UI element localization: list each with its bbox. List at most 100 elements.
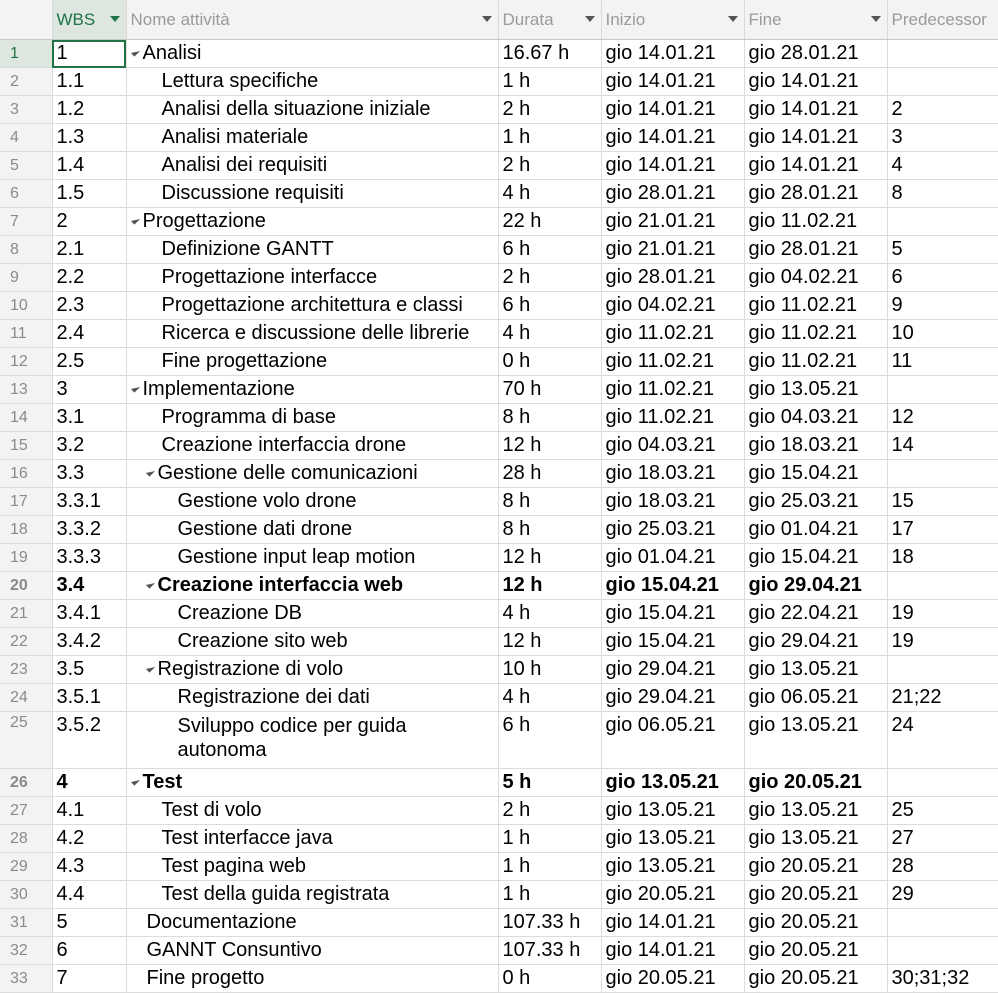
duration-cell[interactable]: 1 h [498,852,602,881]
finish-cell[interactable]: gio 14.01.21 [744,151,888,180]
finish-cell[interactable]: gio 15.04.21 [744,459,888,488]
task-name-cell[interactable]: Test di volo [126,796,499,825]
row-number[interactable]: 11 [0,319,53,348]
table-row[interactable]: 22 3.4.2 Creazione sito web 12 h gio 15.04.2… [0,627,998,656]
task-name-cell[interactable]: Sviluppo codice per guida autonoma [126,711,499,769]
column-header-finish[interactable]: Fine [744,0,888,40]
row-number[interactable]: 31 [0,908,53,937]
table-row[interactable]: 25 3.5.2 Sviluppo codice per guida autonom… [0,711,998,769]
row-number[interactable]: 16 [0,459,53,488]
start-cell[interactable]: gio 18.03.21 [601,459,745,488]
duration-cell[interactable]: 2 h [498,263,602,292]
start-cell[interactable]: gio 25.03.21 [601,515,745,544]
wbs-cell[interactable]: 3.3 [52,459,127,488]
start-cell[interactable]: gio 21.01.21 [601,235,745,264]
predecessors-cell[interactable]: 10 [887,319,998,348]
finish-cell[interactable]: gio 11.02.21 [744,207,888,236]
row-number[interactable]: 7 [0,207,53,236]
finish-cell[interactable]: gio 29.04.21 [744,571,888,600]
task-name-cell[interactable]: Gestione dati drone [126,515,499,544]
collapse-triangle-icon[interactable] [145,663,155,673]
wbs-cell[interactable]: 6 [52,936,127,965]
duration-cell[interactable]: 4 h [498,683,602,712]
table-row[interactable]: 9 2.2 Progettazione interfacce 2 h gio 28.01… [0,263,998,292]
wbs-cell[interactable]: 1.5 [52,179,127,208]
table-row[interactable]: 20 3.4 Creazione interfaccia web 12 h gio 15… [0,571,998,600]
wbs-cell[interactable]: 2.1 [52,235,127,264]
finish-cell[interactable]: gio 04.03.21 [744,403,888,432]
finish-cell[interactable]: gio 13.05.21 [744,824,888,853]
start-cell[interactable]: gio 18.03.21 [601,487,745,516]
finish-cell[interactable]: gio 28.01.21 [744,235,888,264]
finish-cell[interactable]: gio 13.05.21 [744,375,888,404]
predecessors-cell[interactable]: 11 [887,347,998,376]
row-number[interactable]: 9 [0,263,53,292]
row-number[interactable]: 29 [0,852,53,881]
table-row[interactable]: 33 7 Fine progetto 0 h gio 20.05.21 gio 20.05… [0,964,998,993]
table-row[interactable]: 13 3 Implementazione 70 h gio 11.02.21 gio 13… [0,375,998,404]
finish-cell[interactable]: gio 22.04.21 [744,599,888,628]
wbs-cell[interactable]: 3 [52,375,127,404]
wbs-cell[interactable]: 1.1 [52,67,127,96]
predecessors-cell[interactable]: 29 [887,880,998,909]
column-header-name[interactable]: Nome attività [126,0,499,40]
column-header-start[interactable]: Inizio [601,0,745,40]
collapse-triangle-icon[interactable] [130,776,140,786]
task-name-cell[interactable]: Creazione interfaccia drone [126,431,499,460]
row-number[interactable]: 24 [0,683,53,712]
task-name-cell[interactable]: Ricerca e discussione delle librerie [126,319,499,348]
task-name-cell[interactable]: Registrazione di volo [126,655,499,684]
predecessors-cell[interactable]: 6 [887,263,998,292]
predecessors-cell[interactable] [887,67,998,96]
task-name-cell[interactable]: Creazione interfaccia web [126,571,499,600]
start-cell[interactable]: gio 01.04.21 [601,543,745,572]
task-name-cell[interactable]: Documentazione [126,908,499,937]
finish-cell[interactable]: gio 13.05.21 [744,655,888,684]
task-name-cell[interactable]: Analisi dei requisiti [126,151,499,180]
predecessors-cell[interactable] [887,375,998,404]
dropdown-arrow-icon[interactable] [481,16,492,22]
row-number[interactable]: 13 [0,375,53,404]
finish-cell[interactable]: gio 20.05.21 [744,768,888,797]
predecessors-cell[interactable]: 19 [887,627,998,656]
finish-cell[interactable]: gio 01.04.21 [744,515,888,544]
start-cell[interactable]: gio 15.04.21 [601,627,745,656]
start-cell[interactable]: gio 04.03.21 [601,431,745,460]
table-row[interactable]: 16 3.3 Gestione delle comunicazioni 28 h gio… [0,459,998,488]
row-number[interactable]: 25 [0,711,53,769]
duration-cell[interactable]: 8 h [498,403,602,432]
duration-cell[interactable]: 1 h [498,123,602,152]
predecessors-cell[interactable]: 25 [887,796,998,825]
dropdown-arrow-icon[interactable] [727,16,738,22]
table-row[interactable]: 17 3.3.1 Gestione volo drone 8 h gio 18.03.2… [0,487,998,516]
wbs-cell[interactable]: 4.3 [52,852,127,881]
predecessors-cell[interactable]: 21;22 [887,683,998,712]
wbs-cell[interactable]: 3.5 [52,655,127,684]
start-cell[interactable]: gio 29.04.21 [601,655,745,684]
predecessors-cell[interactable] [887,459,998,488]
task-name-cell[interactable]: Test pagina web [126,852,499,881]
finish-cell[interactable]: gio 11.02.21 [744,319,888,348]
task-name-cell[interactable]: Analisi della situazione iniziale [126,95,499,124]
task-name-cell[interactable]: Definizione GANTT [126,235,499,264]
task-name-cell[interactable]: Analisi [126,39,499,68]
predecessors-cell[interactable]: 3 [887,123,998,152]
task-name-cell[interactable]: Analisi materiale [126,123,499,152]
wbs-cell[interactable]: 3.3.3 [52,543,127,572]
collapse-triangle-icon[interactable] [130,383,140,393]
task-name-cell[interactable]: Gestione delle comunicazioni [126,459,499,488]
duration-cell[interactable]: 0 h [498,964,602,993]
duration-cell[interactable]: 4 h [498,599,602,628]
wbs-cell[interactable]: 5 [52,908,127,937]
wbs-cell[interactable]: 7 [52,964,127,993]
wbs-cell[interactable]: 2 [52,207,127,236]
row-number[interactable]: 1 [0,39,53,68]
duration-cell[interactable]: 12 h [498,431,602,460]
start-cell[interactable]: gio 15.04.21 [601,599,745,628]
task-name-cell[interactable]: Creazione sito web [126,627,499,656]
duration-cell[interactable]: 4 h [498,319,602,348]
predecessors-cell[interactable]: 5 [887,235,998,264]
wbs-cell[interactable]: 3.4 [52,571,127,600]
finish-cell[interactable]: gio 14.01.21 [744,67,888,96]
task-name-cell[interactable]: Progettazione architettura e classi [126,291,499,320]
